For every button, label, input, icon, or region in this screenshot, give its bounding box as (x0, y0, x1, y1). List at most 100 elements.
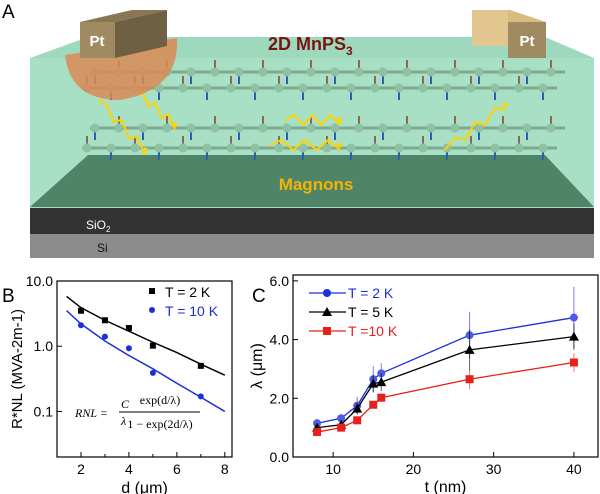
x-tick-label: 40 (566, 461, 582, 477)
legend-label: T =10 K (348, 323, 398, 339)
fit-line (66, 295, 226, 376)
x-tick-label: 4 (125, 461, 133, 477)
data-point (149, 342, 156, 349)
data-point (125, 325, 132, 332)
mn-atom (522, 67, 532, 77)
mn-atom (226, 83, 236, 93)
mn-atom (378, 67, 388, 77)
y-tick-label: 4.0 (270, 332, 290, 348)
mn-atom (274, 83, 284, 93)
legend-marker (149, 307, 155, 313)
mn-atom (370, 83, 380, 93)
panel-label-c: C (252, 286, 266, 307)
mn-atom (514, 143, 524, 153)
mn-atom (322, 83, 332, 93)
mn-atom (514, 83, 524, 93)
magnon-wave (284, 113, 341, 127)
chart-b: 2 4 6 8 10.0 1.0 0.1 d (μm) R*NL (MVA-2m-1) T = 2… (9, 273, 233, 494)
data-point (352, 403, 363, 413)
data-point (377, 393, 386, 402)
formula-numerator: exp(d/λ) (140, 393, 180, 407)
data-point (149, 369, 156, 376)
data-point (313, 428, 322, 437)
magnons-label: Magnons (279, 175, 354, 194)
mn-atom (378, 123, 388, 133)
data-point (77, 322, 84, 329)
mn-atom (402, 123, 412, 133)
data-point (197, 393, 204, 400)
sio2-label: SiO2 (86, 218, 111, 234)
data-point (101, 317, 108, 324)
mn-atom (162, 123, 172, 133)
data-point (197, 362, 204, 369)
y-axis-label: R*NL (MVA-2m-1) (9, 309, 26, 429)
magnon-wave (97, 99, 146, 156)
x-axis-label: t (nm) (425, 479, 467, 494)
mn-atom (90, 123, 100, 133)
mn-atom (138, 123, 148, 133)
mn-atom (370, 143, 380, 153)
legend-label: T = 10 K (165, 303, 219, 319)
panel-label-b: B (2, 286, 15, 307)
mn-atom (258, 123, 268, 133)
mn-atom (250, 143, 260, 153)
formula-lambda: λ (120, 414, 126, 428)
pt-label-left: Pt (90, 33, 105, 50)
data-point (368, 378, 379, 388)
mn-atom (466, 143, 476, 153)
x-tick-label: 10 (325, 461, 341, 477)
film-floor (30, 155, 594, 207)
mn-atom (394, 83, 404, 93)
data-point (465, 375, 474, 384)
mn-atom (250, 83, 260, 93)
y-tick-label: 2.0 (270, 390, 290, 406)
pt-label-right: Pt (520, 33, 535, 50)
mn-atom (202, 143, 212, 153)
mn-atom (306, 123, 316, 133)
mn-atom (106, 143, 116, 153)
data-point (376, 377, 387, 387)
mn-atom (298, 143, 308, 153)
data-point (568, 331, 579, 341)
pt-electrode-left: Pt (80, 10, 167, 58)
mn-atom (442, 83, 452, 93)
mn-atom (538, 83, 548, 93)
magnon-arrowhead (502, 102, 508, 108)
mn-atom (394, 143, 404, 153)
mn-atom (418, 83, 428, 93)
data-point (353, 416, 362, 425)
legend-label: T = 2 K (165, 284, 211, 300)
sio2-layer (30, 208, 594, 234)
mn-atom (298, 83, 308, 93)
mn-atom (466, 83, 476, 93)
mn-atom (450, 67, 460, 77)
mn-atom (306, 67, 316, 77)
data-point (569, 313, 578, 322)
legend-label: T = 5 K (348, 304, 394, 320)
x-tick-label: 6 (173, 461, 181, 477)
material-label: 2D MnPS3 (268, 34, 353, 58)
mn-atom (346, 143, 356, 153)
data-point (337, 423, 346, 432)
mn-atom (354, 123, 364, 133)
mn-atom (282, 123, 292, 133)
x-tick-label: 20 (406, 461, 422, 477)
mn-atom (498, 123, 508, 133)
x-tick-label: 30 (486, 461, 502, 477)
mn-atom (210, 67, 220, 77)
mn-atom (82, 143, 92, 153)
panel-label-a: A (2, 2, 15, 23)
mn-atom (258, 67, 268, 77)
mn-atom (234, 123, 244, 133)
mn-atom (354, 67, 364, 77)
mn-atom (546, 123, 556, 133)
mn-atom (178, 83, 188, 93)
y-tick-label: 0.0 (270, 449, 290, 465)
data-point (569, 358, 578, 367)
device-diagram: Pt Pt 2D MnPS3 Magnons SiO2 Si (30, 10, 594, 258)
mn-atom (234, 67, 244, 77)
si-label: Si (97, 241, 108, 255)
plot-frame (292, 274, 599, 458)
mn-atom (498, 67, 508, 77)
